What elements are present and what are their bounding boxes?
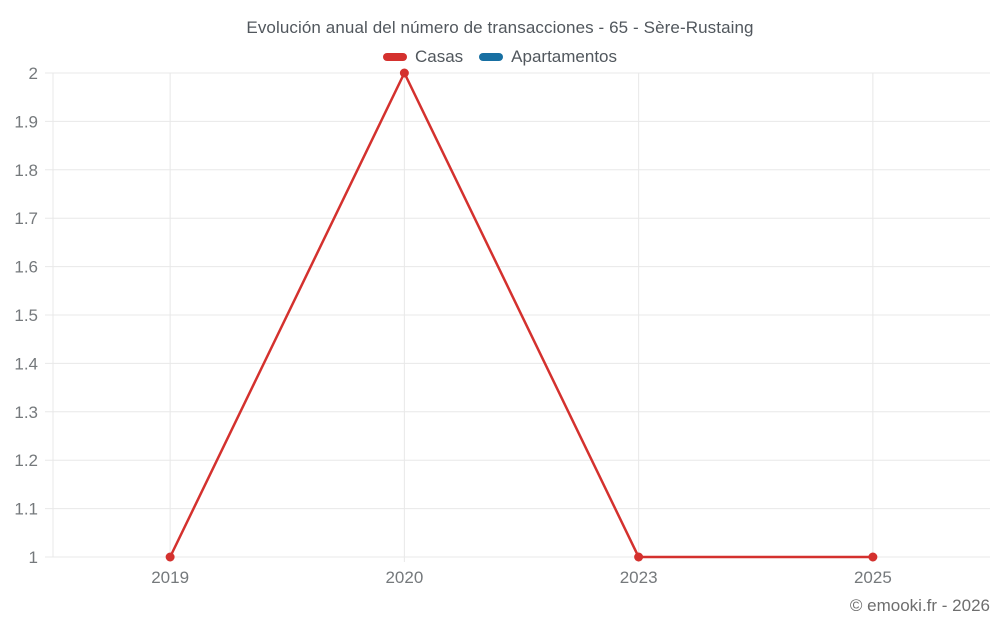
x-axis-label: 2023 <box>620 568 658 587</box>
chart-legend: Casas Apartamentos <box>0 47 1000 67</box>
y-axis-label: 1.5 <box>14 306 38 325</box>
legend-item-apartamentos[interactable]: Apartamentos <box>479 47 617 67</box>
y-axis-label: 1.4 <box>14 354 38 373</box>
casas-data-point <box>399 68 409 78</box>
y-axis-label: 2 <box>29 64 38 83</box>
y-axis-label: 1.2 <box>14 451 38 470</box>
y-axis-label: 1.9 <box>14 112 38 131</box>
casas-data-point <box>868 552 878 562</box>
x-axis-label: 2025 <box>854 568 892 587</box>
chart-title: Evolución anual del número de transaccio… <box>246 18 754 37</box>
y-axis-label: 1.3 <box>14 403 38 422</box>
y-axis-label: 1.1 <box>14 500 38 519</box>
casas-data-point <box>165 552 175 562</box>
casas-data-point <box>634 552 644 562</box>
legend-label-apartamentos: Apartamentos <box>511 47 618 66</box>
x-axis-label: 2020 <box>385 568 423 587</box>
y-axis-label: 1.6 <box>14 258 38 277</box>
apartamentos-series-swatch-icon <box>479 53 504 61</box>
legend-label-casas: Casas <box>414 47 464 66</box>
watermark: © emooki.fr - 2026 <box>849 596 990 615</box>
x-axis-label: 2019 <box>151 568 189 587</box>
casas-series-line <box>168 71 875 559</box>
y-axis-label: 1.8 <box>14 161 38 180</box>
y-axis-label: 1.7 <box>14 209 38 228</box>
casas-series-swatch-icon <box>382 53 407 61</box>
legend-item-casas[interactable]: Casas <box>382 47 464 67</box>
y-axis-label: 1 <box>29 548 38 567</box>
